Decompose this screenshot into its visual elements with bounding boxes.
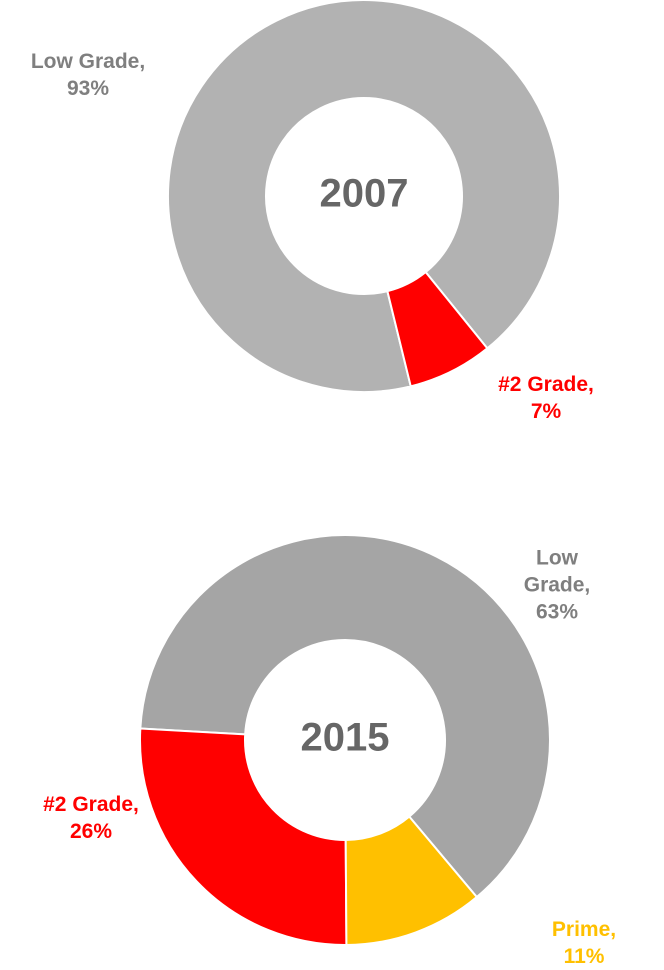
data-label: Low Grade, 93% xyxy=(30,50,146,100)
center-label: 2015 xyxy=(301,716,390,760)
center-label: 2007 xyxy=(320,172,409,216)
donut-slice xyxy=(139,534,551,899)
donut-slice xyxy=(386,270,489,388)
donut-slice xyxy=(344,815,479,947)
data-label: Low Grade, 63% xyxy=(523,546,591,624)
data-label: #2 Grade, 26% xyxy=(43,793,139,843)
data-label: #2 Grade, 7% xyxy=(498,373,594,423)
data-label: Prime, 11% xyxy=(551,918,617,968)
donut-slice xyxy=(167,0,561,393)
donut-slice xyxy=(139,727,348,946)
